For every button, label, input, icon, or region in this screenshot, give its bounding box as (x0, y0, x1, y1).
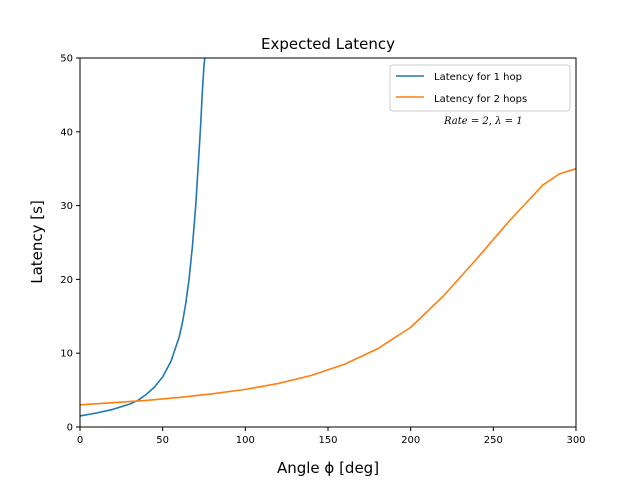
legend-label-2-hops: Latency for 2 hops (434, 94, 527, 105)
x-ticks: 0 50 100 150 200 250 300 (77, 427, 586, 446)
x-tick-label: 50 (156, 435, 169, 446)
x-tick-label: 300 (566, 435, 585, 446)
x-tick-label: 150 (318, 435, 337, 446)
x-tick-label: 100 (236, 435, 255, 446)
series-line-1 (79, 57, 206, 417)
y-tick-label: 40 (60, 127, 73, 138)
legend-box (389, 64, 571, 112)
y-tick-label: 10 (60, 349, 73, 360)
y-axis-label: Latency [s] (28, 200, 46, 284)
series-layer (79, 57, 577, 417)
y-tick-label: 50 (60, 54, 73, 65)
y-tick-label: 0 (67, 423, 73, 434)
y-tick-label: 30 (60, 201, 73, 212)
y-ticks: 0 10 20 30 40 50 (60, 54, 80, 434)
x-tick-label: 200 (401, 435, 420, 446)
x-axis-label: Angle ϕ [deg] (277, 459, 379, 477)
plot-area (80, 58, 576, 427)
legend-label-1-hop: Latency for 1 hop (434, 72, 522, 83)
annotation: Rate = 2, λ = 1 (443, 116, 523, 127)
chart-title: Expected Latency (261, 35, 395, 53)
x-tick-label: 250 (484, 435, 503, 446)
series-line-2 (79, 167, 577, 406)
legend: Latency for 1 hop Latency for 2 hops (389, 64, 571, 112)
x-tick-label: 0 (77, 435, 83, 446)
y-tick-label: 20 (60, 275, 73, 286)
